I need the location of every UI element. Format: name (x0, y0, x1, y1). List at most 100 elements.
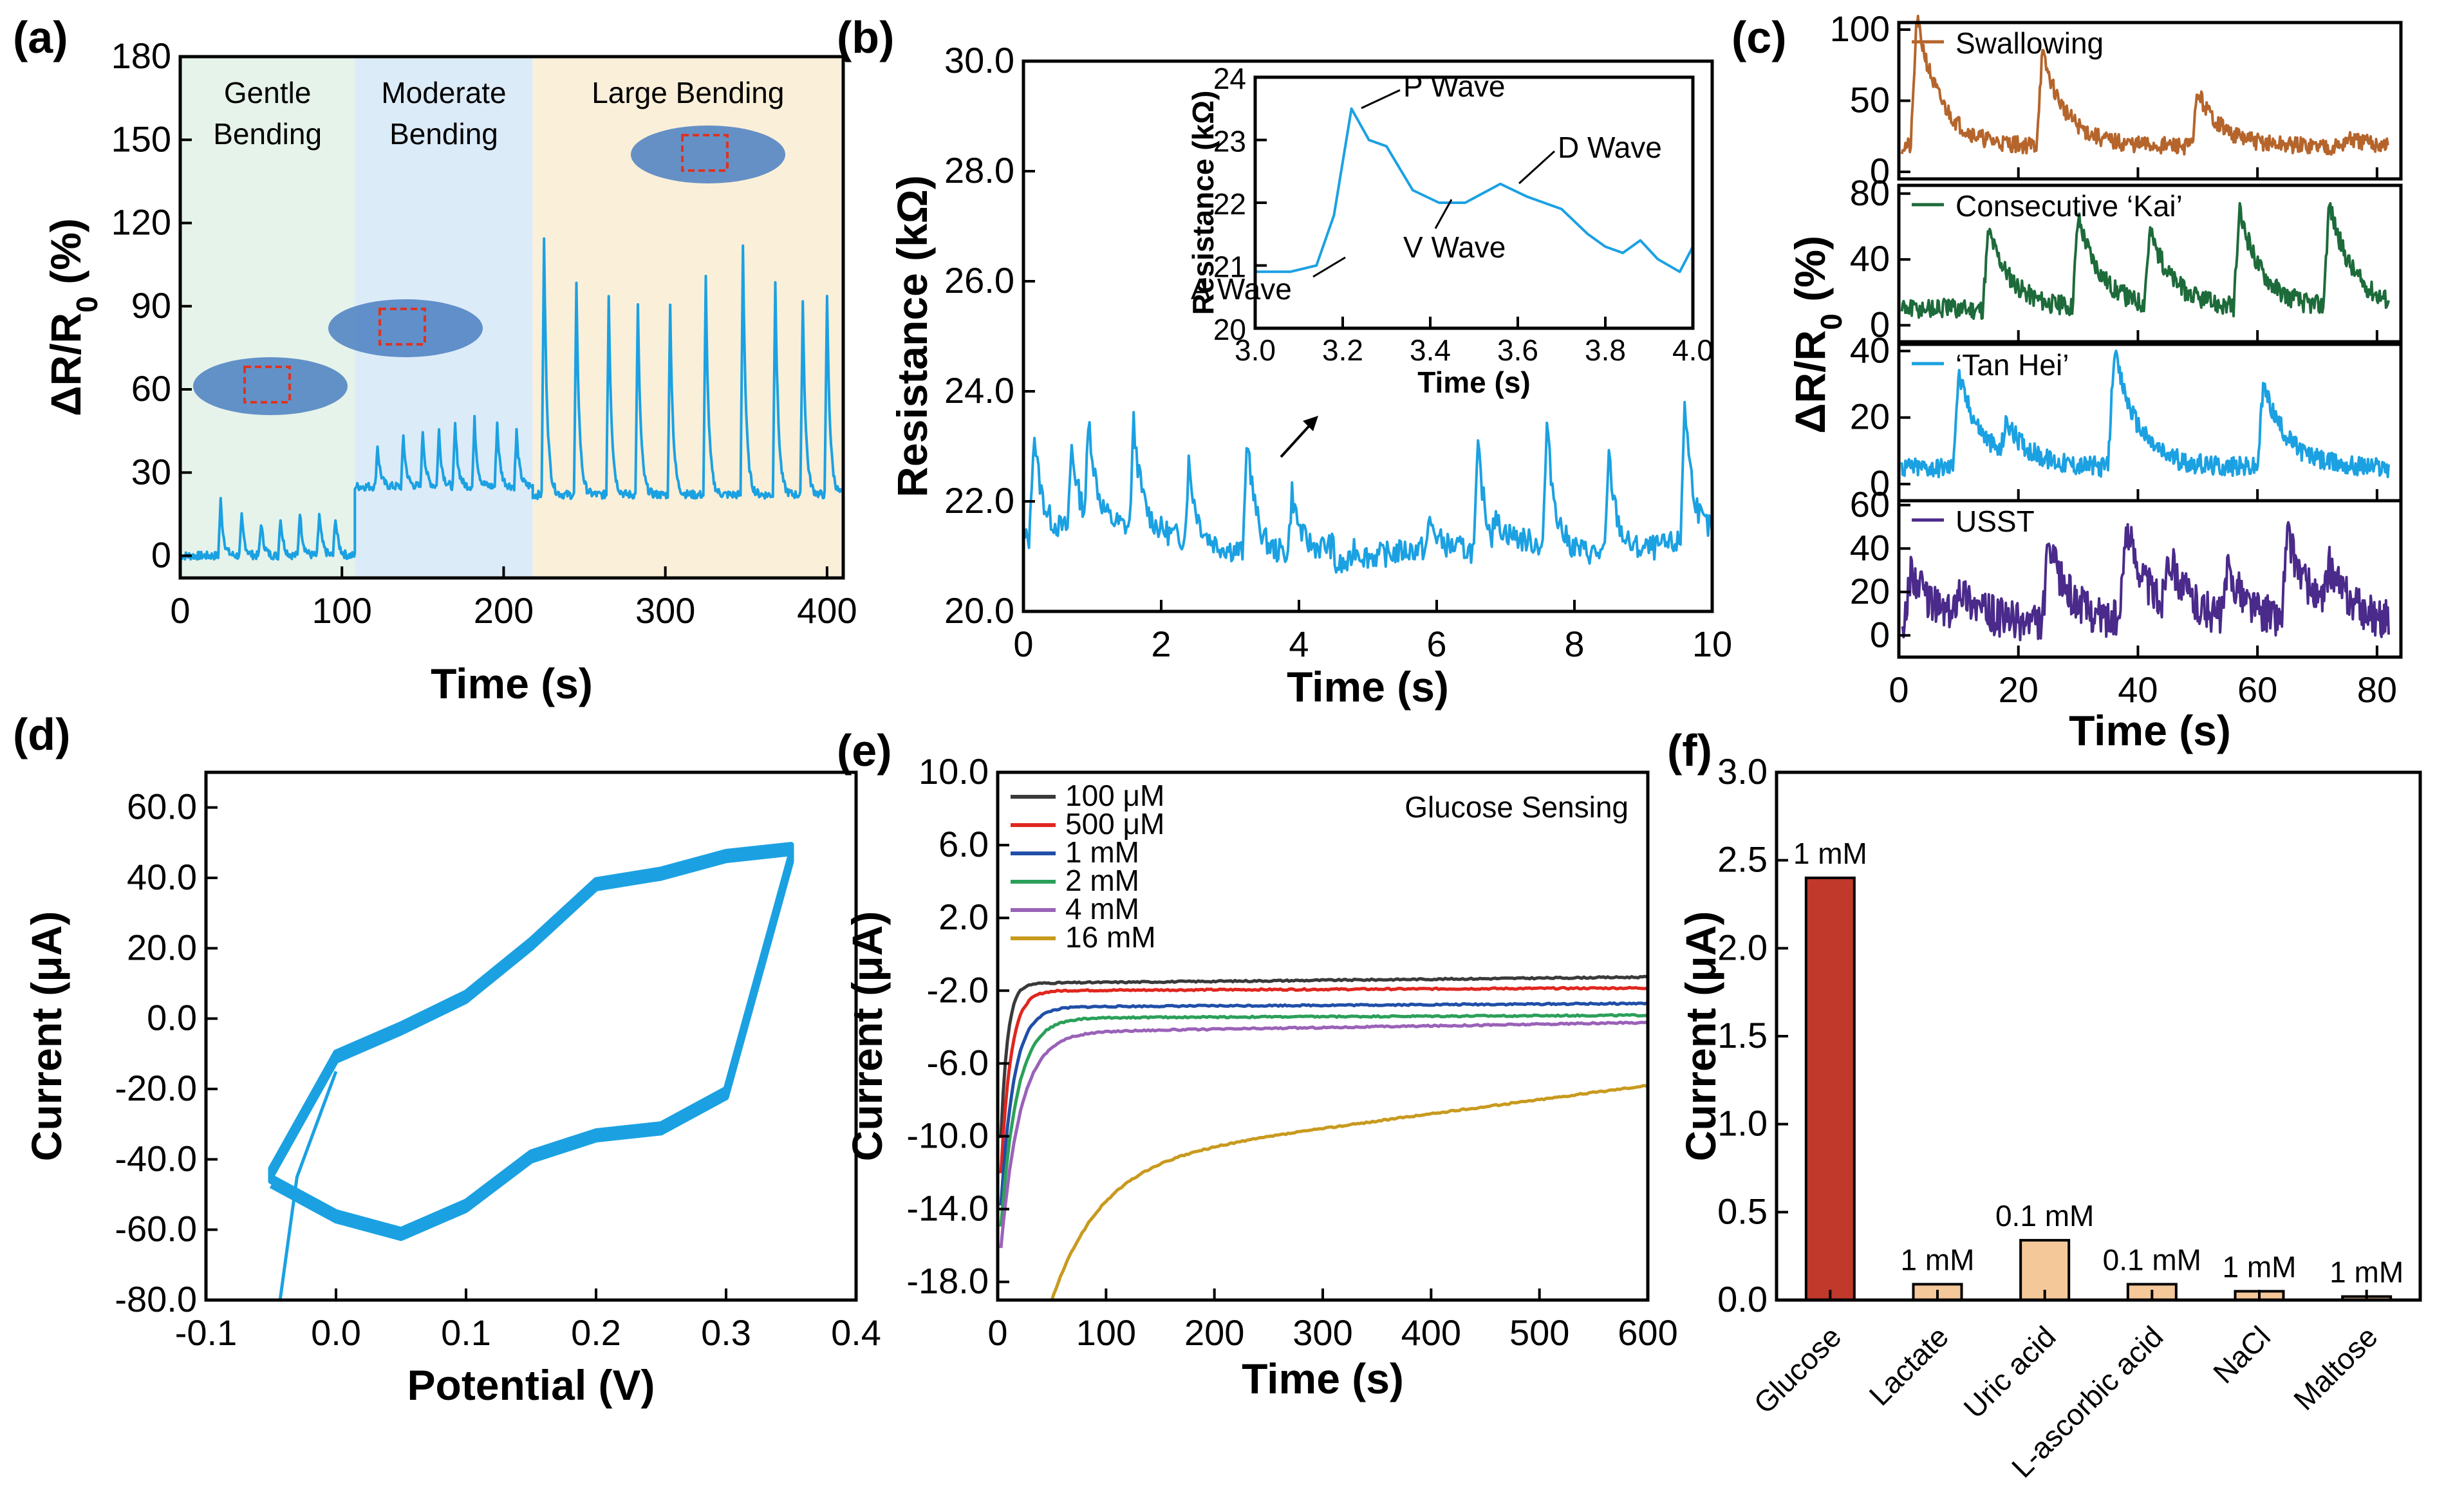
bar-value-label: 1 mM (1901, 1243, 1975, 1276)
b-xtick-label: 4 (1289, 624, 1309, 664)
d-xtick-label: 0.0 (311, 1312, 361, 1353)
bar-value-label: 1 mM (1793, 837, 1867, 870)
c-xlabel: Time (s) (2069, 707, 2231, 754)
d-xtick-label: 0.2 (571, 1312, 621, 1353)
c-xtick-label: 60 (2237, 669, 2277, 710)
a-ytick-label: 120 (111, 202, 171, 243)
b-ytick-label: 24.0 (944, 370, 1014, 411)
b-xtick-label: 2 (1151, 624, 1171, 664)
legend-label: ‘Tan Hei’ (1955, 348, 2069, 382)
e-ytick-label: -2.0 (927, 969, 989, 1010)
d-ylabel: Current (μA) (23, 911, 70, 1162)
plot-frame (1022, 59, 1714, 613)
d-xtick-label: 0.3 (701, 1312, 751, 1353)
b-ytick-label: 26.0 (944, 260, 1014, 301)
plot-frame (178, 55, 845, 580)
a-xtick-label: 300 (635, 590, 695, 631)
legend-label: USST (1955, 505, 2035, 538)
series-c-1 (1900, 201, 2390, 320)
d-xtick-label: 0.4 (831, 1312, 881, 1353)
series-e-2 (999, 1001, 1648, 1206)
inset-ytick-label: 24 (1213, 62, 1246, 95)
bending-region-bg (180, 57, 355, 578)
d-ytick-label: 20.0 (127, 927, 197, 967)
d-xtick-label: -0.1 (175, 1312, 238, 1353)
legend-label: 4 mM (1065, 892, 1139, 925)
b-ylabel: Resistance (kΩ) (888, 175, 936, 497)
legend-label: 1 mM (1065, 835, 1139, 869)
c-ytick-label: 0 (1870, 151, 1890, 191)
inset-ytick-label: 20 (1213, 313, 1246, 346)
inset-annotation: P Wave (1403, 70, 1506, 103)
inset-arrow-head (1303, 416, 1318, 431)
inset-ylabel: Resistance (kΩ) (1186, 91, 1220, 315)
series-b-pulse (1022, 400, 1713, 574)
legend-label: 16 mM (1065, 920, 1156, 954)
bar-value-label: 0.1 mM (1995, 1199, 2094, 1232)
b-ytick-label: 20.0 (944, 590, 1014, 631)
inset-ytick-label: 23 (1213, 125, 1246, 158)
b-ytick-label: 30.0 (944, 40, 1014, 80)
panel-label: (c) (1731, 12, 1787, 62)
bending-region-label: Gentle (224, 76, 312, 109)
inset-ytick-label: 22 (1213, 187, 1246, 221)
legend-label: 100 μM (1065, 779, 1164, 812)
f-ytick-label: 0.5 (1717, 1191, 1768, 1231)
category-label: NaCl (2207, 1319, 2277, 1390)
e-xtick-label: 0 (987, 1312, 1007, 1353)
b-xtick-label: 10 (1692, 624, 1732, 664)
e-title: Glucose Sensing (1405, 790, 1629, 824)
bending-region-label: Large Bending (592, 76, 784, 109)
b-xtick-label: 0 (1013, 624, 1033, 664)
e-xtick-label: 400 (1401, 1312, 1461, 1353)
annotation-line (1361, 89, 1401, 109)
e-xlabel: Time (s) (1242, 1355, 1404, 1402)
plot-frame (1775, 770, 2422, 1302)
d-ytick-label: 0.0 (147, 998, 197, 1038)
f-ytick-label: 1.0 (1717, 1103, 1768, 1144)
bending-region-label: Moderate (381, 76, 506, 109)
inset-annotation: V Wave (1403, 230, 1506, 264)
e-ytick-label: 10.0 (919, 751, 989, 792)
series-c-0 (1900, 14, 2389, 156)
annotation-line (1312, 256, 1346, 278)
series-e-3 (999, 1013, 1647, 1227)
a-xtick-label: 200 (474, 590, 534, 631)
bar-value-label: 1 mM (2329, 1256, 2403, 1289)
b-xlabel: Time (s) (1287, 663, 1449, 711)
d-ytick-label: 40.0 (127, 857, 197, 897)
d-xtick-label: 0.1 (441, 1312, 491, 1353)
c-ytick-label: 60 (1850, 484, 1890, 525)
glove-photo (193, 357, 348, 415)
inset-waveform (1255, 107, 1694, 274)
inset-annotation: A Wave (1191, 272, 1292, 306)
legend-label: 2 mM (1065, 864, 1139, 897)
b-xtick-label: 8 (1564, 624, 1584, 664)
c-xtick-label: 0 (1889, 669, 1909, 710)
annotation-line (1518, 150, 1556, 185)
legend-label: 500 μM (1065, 807, 1164, 841)
c-ytick-label: 40 (1850, 527, 1890, 568)
inset-annotation: D Wave (1558, 131, 1662, 164)
a-ytick-label: 90 (131, 285, 171, 326)
d-ytick-label: -20.0 (115, 1068, 197, 1108)
c-ytick-label: 0 (1870, 463, 1890, 503)
inset-xtick-label: 3.8 (1585, 333, 1626, 367)
series-d-initial-sweep (278, 1070, 338, 1301)
inset-bg (1255, 77, 1693, 328)
legend-label: Swallowing (1955, 26, 2104, 60)
series-e-0 (999, 974, 1647, 1139)
panel-label: (e) (837, 725, 892, 776)
a-ytick-label: 0 (151, 535, 171, 575)
panel-label: (a) (13, 12, 68, 62)
c-ytick-label: 40 (1850, 330, 1890, 370)
c-frame (1897, 183, 2403, 344)
category-label: Maltose (2287, 1319, 2384, 1417)
bending-region-label: Bending (389, 117, 498, 151)
series-e-4 (999, 1020, 1647, 1249)
sensor-box (243, 366, 291, 404)
inset-xlabel: Time (s) (1417, 366, 1531, 399)
a-ytick-label: 30 (131, 451, 171, 492)
e-xtick-label: 500 (1509, 1312, 1569, 1353)
bar-value-label: 0.1 mM (2103, 1243, 2201, 1276)
